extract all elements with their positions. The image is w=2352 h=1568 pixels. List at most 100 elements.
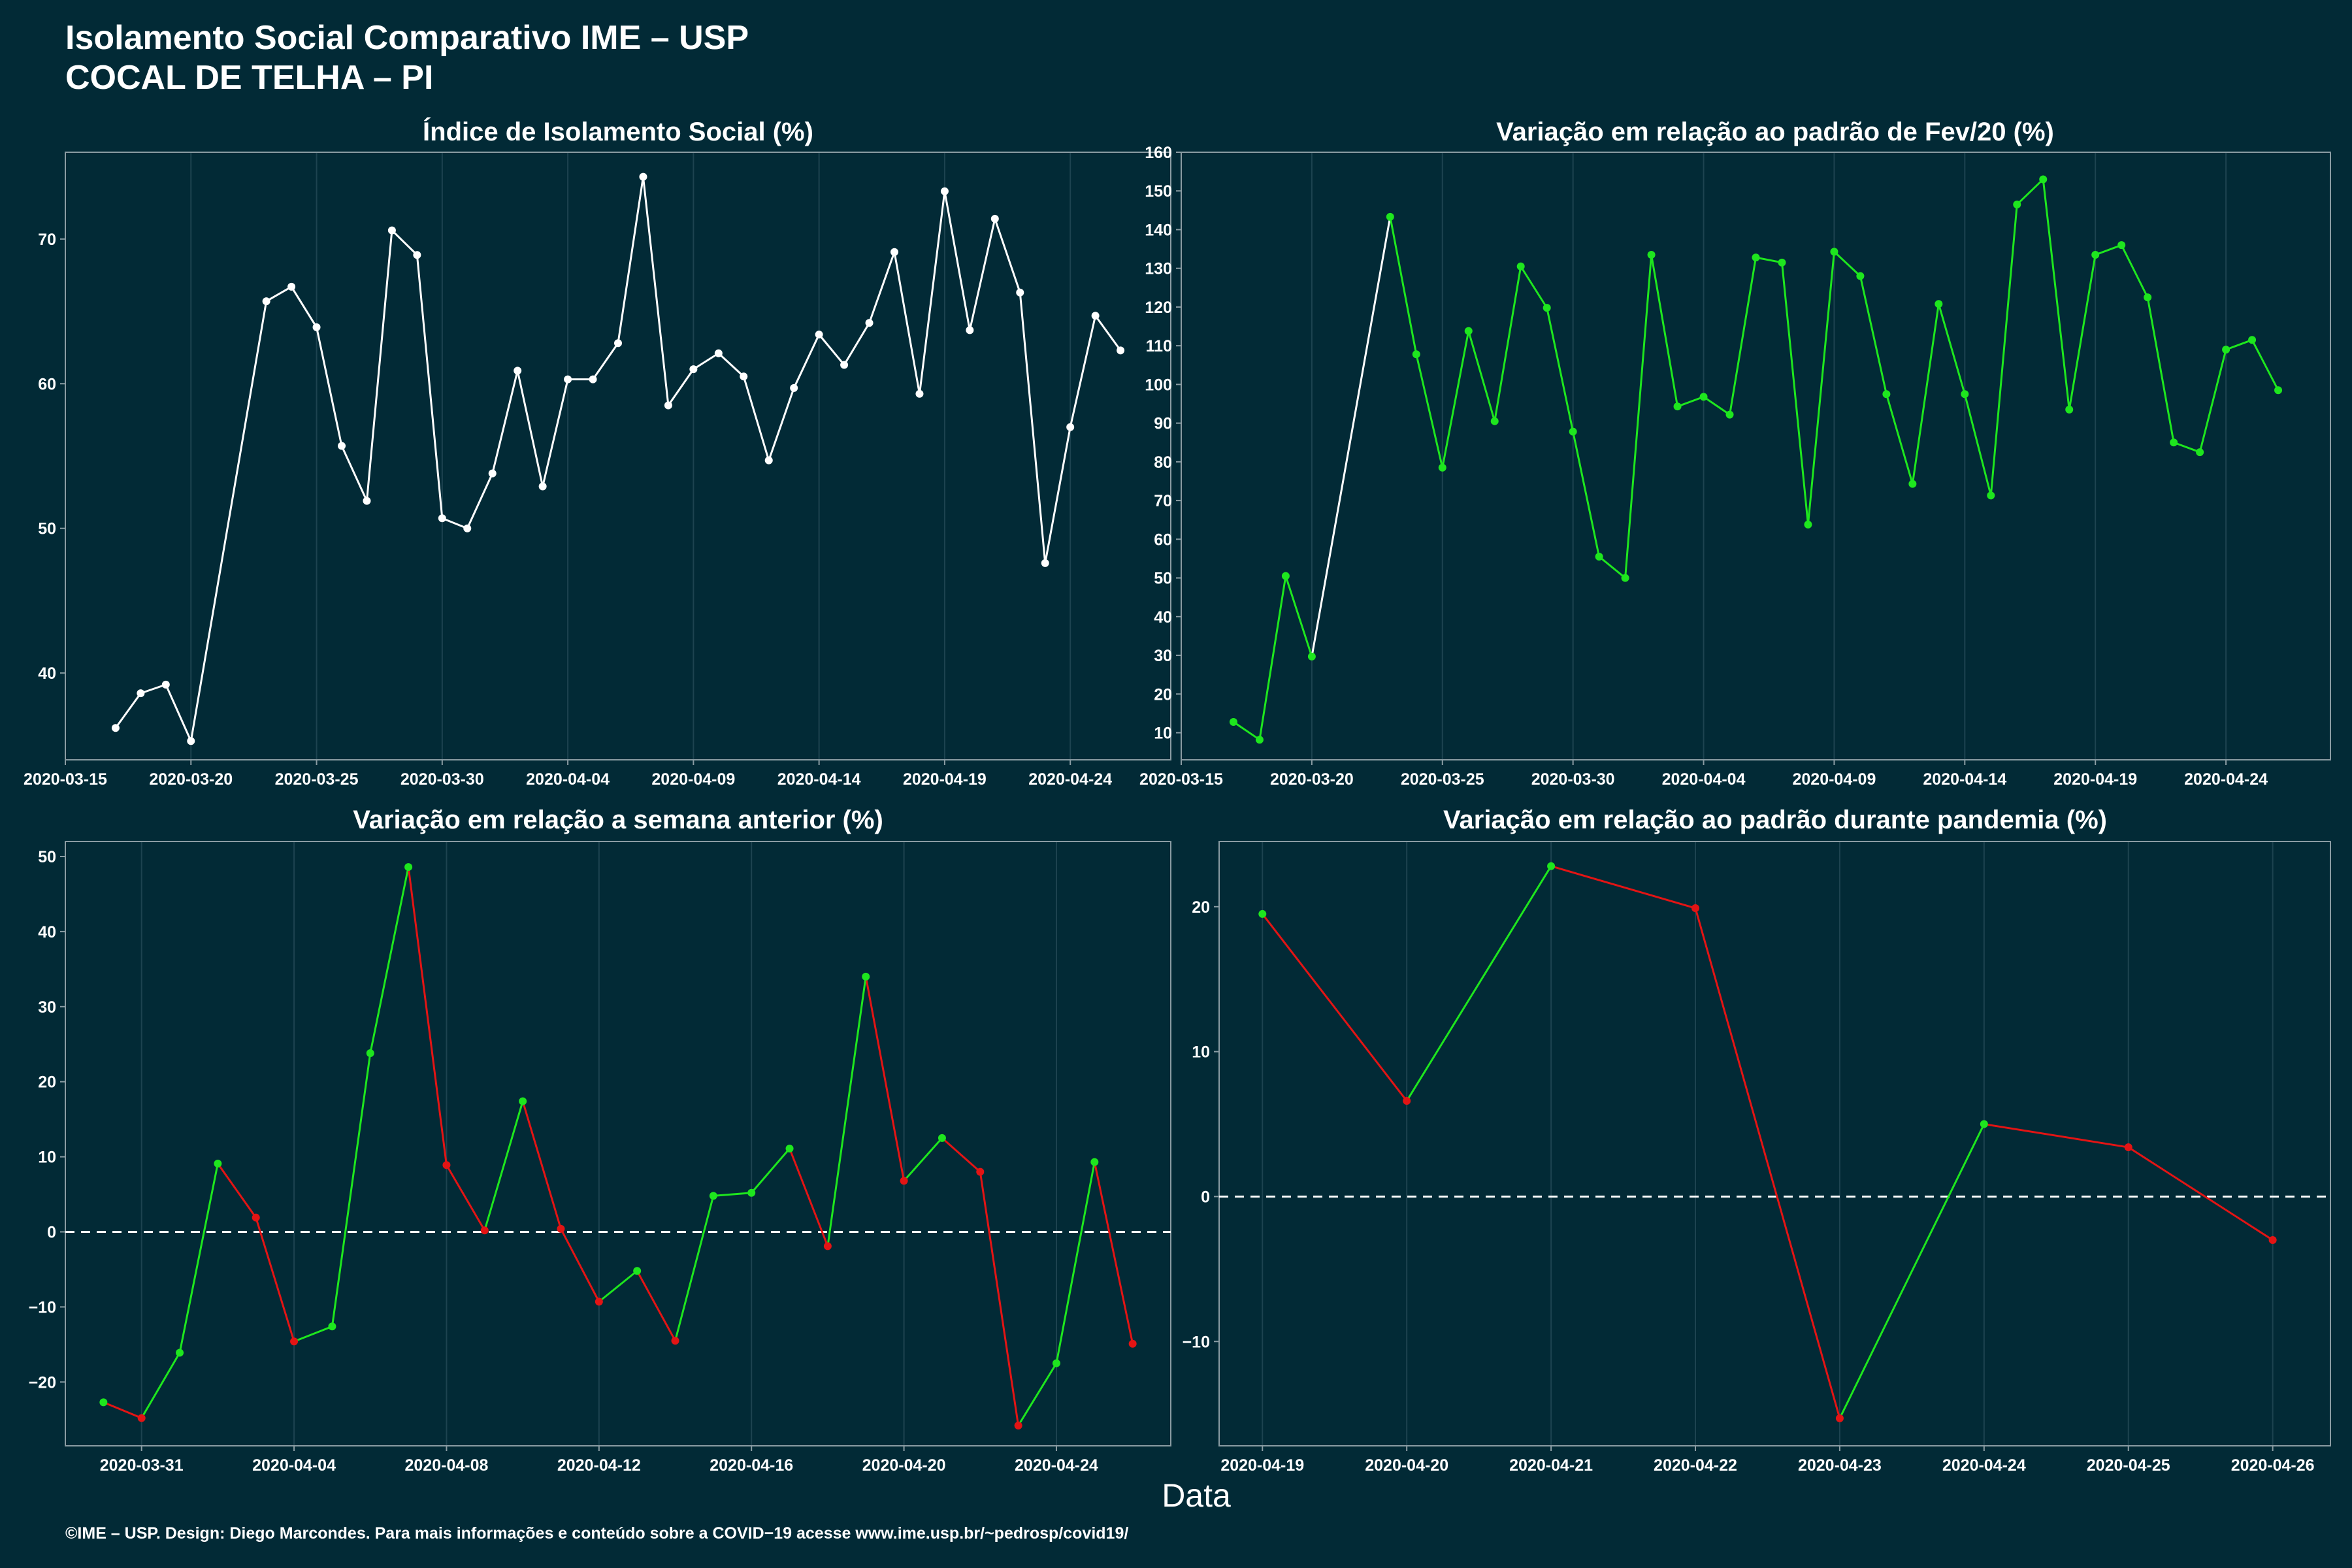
series-segment — [717, 352, 745, 378]
series-segment — [941, 1137, 981, 1173]
x-tick-label: 2020-03-15 — [1139, 770, 1223, 789]
series-segment — [893, 252, 921, 395]
data-point — [252, 1213, 260, 1222]
series-segment — [316, 327, 343, 446]
data-point — [639, 172, 647, 181]
data-point — [2124, 1143, 2132, 1152]
series-segment — [826, 976, 867, 1247]
series-segment — [789, 1148, 829, 1247]
y-tick-label: 60 — [1154, 531, 1172, 549]
plot-frame — [65, 152, 1171, 760]
data-point — [564, 375, 572, 384]
data-point — [1091, 312, 1100, 320]
series-segment — [331, 1053, 372, 1327]
x-tick-label: 2020-04-21 — [1509, 1456, 1593, 1475]
x-tick-label: 2020-04-19 — [2053, 770, 2137, 789]
data-point — [900, 1177, 908, 1185]
data-point — [1066, 423, 1075, 431]
data-point — [714, 349, 723, 357]
series-segment — [2068, 254, 2097, 410]
series-segment — [1467, 331, 1496, 422]
x-tick-label: 2020-04-14 — [1923, 770, 2006, 789]
series-segment — [1833, 251, 1861, 277]
series-segment — [2146, 297, 2175, 443]
series-line — [1229, 175, 2283, 744]
data-point — [790, 384, 798, 392]
data-point — [1725, 410, 1734, 419]
series-segment — [1389, 216, 1418, 355]
series-segment — [751, 1147, 791, 1194]
x-axis-label: Data — [1162, 1477, 1231, 1514]
series-segment — [2016, 178, 2044, 206]
data-point — [1752, 253, 1760, 262]
data-point — [1464, 327, 1473, 335]
plot-frame — [65, 841, 1171, 1446]
main-title-line2: COCAL DE TELHA – PI — [65, 59, 433, 97]
x-tick-label: 2020-04-26 — [2231, 1456, 2315, 1475]
data-point — [823, 1242, 832, 1250]
data-point — [387, 226, 396, 235]
series-segment — [2120, 244, 2149, 298]
data-point — [1516, 262, 1525, 270]
series-segment — [2198, 349, 2227, 453]
y-tick-label: 40 — [38, 923, 56, 941]
data-point — [262, 297, 270, 306]
data-point — [1595, 553, 1603, 561]
series-segment — [1550, 865, 1696, 909]
y-tick-label: 70 — [38, 231, 56, 249]
y-tick-label: 30 — [1154, 647, 1172, 665]
series-segment — [1885, 393, 1914, 485]
panel-variation-pandemic: Variação em relação ao padrão durante pa… — [1183, 806, 2331, 1475]
data-point — [747, 1188, 756, 1197]
x-tick-label: 2020-04-04 — [1662, 770, 1746, 789]
y-tick-label: 150 — [1145, 182, 1172, 201]
data-point — [915, 389, 924, 398]
data-point — [1490, 417, 1499, 425]
series-segment — [768, 387, 795, 461]
series-segment — [1284, 576, 1313, 657]
y-tick-label: 50 — [38, 848, 56, 866]
series-segment — [918, 191, 946, 394]
series-segment — [2251, 339, 2279, 391]
data-point — [633, 1267, 642, 1275]
data-point — [480, 1226, 489, 1235]
x-tick-label: 2020-04-24 — [1942, 1456, 2026, 1475]
y-tick-label: −10 — [1183, 1333, 1210, 1351]
plot-area — [65, 841, 1171, 1446]
data-point — [709, 1192, 717, 1200]
data-point — [2144, 293, 2152, 302]
data-point — [1255, 736, 1264, 744]
data-point — [557, 1224, 565, 1233]
panel-title: Variação em relação ao padrão durante pa… — [1443, 806, 2107, 834]
x-tick-label: 2020-04-23 — [1798, 1456, 1882, 1475]
series-segment — [818, 334, 845, 366]
data-point — [1014, 1421, 1022, 1429]
series-segment — [2127, 1146, 2274, 1241]
y-tick-label: 160 — [1145, 144, 1172, 162]
main-title-line1: Isolamento Social Comparativo IME – USP — [65, 19, 749, 57]
data-point — [664, 401, 672, 410]
data-point — [1856, 272, 1865, 280]
data-point — [366, 1049, 374, 1058]
data-point — [2268, 1236, 2277, 1245]
gridlines — [140, 841, 1057, 1446]
series-segment — [1494, 266, 1522, 421]
series-segment — [642, 176, 670, 406]
series-segment — [114, 693, 142, 729]
series-segment — [1405, 865, 1552, 1102]
data-point — [1621, 574, 1629, 582]
y-tick-label: 10 — [38, 1149, 56, 1167]
data-point — [1403, 1097, 1411, 1105]
panel-title: Índice de Isolamento Social (%) — [423, 117, 813, 146]
series-segment — [1262, 913, 1408, 1102]
y-tick-label: 50 — [1154, 570, 1172, 588]
series-segment — [189, 301, 268, 742]
panel-title: Variação em relação a semana anterior (%… — [353, 806, 883, 834]
x-tick-label: 2020-04-12 — [557, 1456, 641, 1475]
data-point — [514, 367, 522, 375]
y-tick-label: 100 — [1145, 376, 1172, 394]
data-point — [176, 1348, 184, 1357]
data-point — [2274, 386, 2283, 395]
y-tick-label: 0 — [1201, 1188, 1210, 1206]
series-segment — [1069, 315, 1097, 428]
